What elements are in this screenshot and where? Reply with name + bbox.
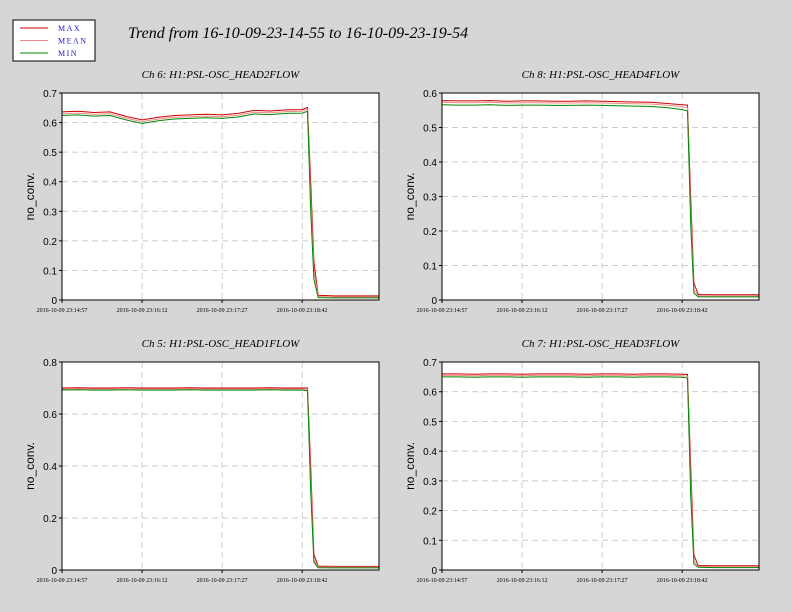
y-tick-label: 0.6 [43,119,57,130]
y-tick-label: 0.5 [423,417,437,428]
x-tick-label: 2016-10-09 23:14:57 [37,308,88,314]
x-tick-label: 2016-10-09 23:16:12 [497,578,548,584]
y-axis-label: no_conv. [403,173,417,221]
y-tick-label: 0.7 [423,358,437,369]
y-tick-label: 0.3 [423,193,437,204]
chart-title: Ch 6: H1:PSL-OSC_HEAD2FLOW [142,69,300,81]
legend-label: MAX [58,24,81,33]
y-tick-label: 0.2 [423,507,437,518]
series-line [61,106,379,297]
plot-area [442,93,759,300]
plot-area [62,362,379,570]
y-tick-label: 0.6 [43,410,57,421]
y-tick-label: 0.6 [423,388,437,399]
y-axis-label: no_conv. [23,442,37,490]
x-tick-label: 2016-10-09 23:16:12 [117,308,168,314]
series-line [441,104,759,298]
y-tick-label: 0.1 [423,536,437,547]
y-tick-label: 0.4 [43,462,57,473]
series-line [442,374,759,568]
y-axis-label: no_conv. [23,173,37,221]
x-tick-label: 2016-10-09 23:17:27 [197,308,248,314]
y-tick-label: 0.8 [43,358,57,369]
y-tick-label: 0.3 [423,477,437,488]
chart-title: Ch 8: H1:PSL-OSC_HEAD4FLOW [522,69,680,81]
legend-label: MEAN [58,37,88,46]
x-tick-label: 2016-10-09 23:14:57 [417,308,468,314]
page-title: Trend from 16-10-09-23-14-55 to 16-10-09… [128,25,468,42]
series-line [61,388,379,568]
series-line [61,110,379,299]
y-tick-label: 0.5 [43,148,57,159]
y-tick-label: 0.7 [43,89,57,100]
x-tick-label: 2016-10-09 23:18:42 [277,308,328,314]
x-tick-label: 2016-10-09 23:18:42 [277,578,328,584]
y-tick-label: 0 [51,296,57,307]
y-tick-label: 0.5 [423,124,437,135]
y-tick-label: 0.4 [423,158,437,169]
y-tick-label: 0.4 [423,447,437,458]
series-line [61,387,379,567]
plot-area [62,93,379,300]
series-line [442,376,759,569]
x-tick-label: 2016-10-09 23:16:12 [117,578,168,584]
series-line [61,108,379,298]
chart-title: Ch 7: H1:PSL-OSC_HEAD3FLOW [522,338,680,350]
series-line [441,100,759,296]
legend-label: MIN [58,49,78,58]
x-tick-label: 2016-10-09 23:14:57 [37,578,88,584]
y-tick-label: 0 [431,566,437,577]
y-tick-label: 0.4 [43,178,57,189]
plot-frame [441,361,760,571]
y-tick-label: 0 [51,566,57,577]
x-tick-label: 2016-10-09 23:18:42 [657,578,708,584]
x-tick-label: 2016-10-09 23:16:12 [497,308,548,314]
y-tick-label: 0.2 [43,514,57,525]
y-tick-label: 0.3 [43,207,57,218]
x-tick-label: 2016-10-09 23:17:27 [577,578,628,584]
chart-title: Ch 5: H1:PSL-OSC_HEAD1FLOW [142,338,300,350]
y-tick-label: 0.1 [43,266,57,277]
x-tick-label: 2016-10-09 23:14:57 [417,578,468,584]
x-tick-label: 2016-10-09 23:17:27 [197,578,248,584]
plot-area [442,362,759,570]
y-tick-label: 0.6 [423,89,437,100]
y-tick-label: 0.1 [423,262,437,273]
plot-frame [61,92,380,301]
y-tick-label: 0 [431,296,437,307]
plot-frame [441,92,760,301]
x-tick-label: 2016-10-09 23:17:27 [577,308,628,314]
y-tick-label: 0.2 [43,237,57,248]
x-tick-label: 2016-10-09 23:18:42 [657,308,708,314]
series-line [441,101,759,297]
y-tick-label: 0.2 [423,227,437,238]
series-line [61,389,379,569]
plot-frame [61,361,380,571]
series-line [442,373,759,567]
y-axis-label: no_conv. [403,442,417,490]
